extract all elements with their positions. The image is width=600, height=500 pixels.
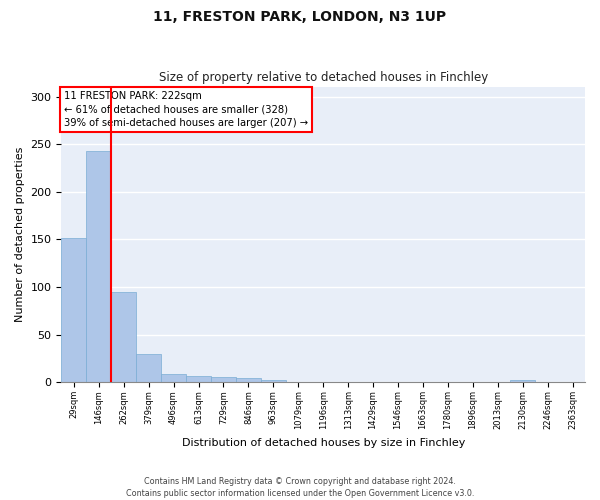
Bar [510, 380, 535, 382]
Bar [261, 380, 286, 382]
Text: 11 FRESTON PARK: 222sqm
← 61% of detached houses are smaller (328)
39% of semi-d: 11 FRESTON PARK: 222sqm ← 61% of detache… [64, 92, 308, 128]
Bar [186, 376, 211, 382]
Title: Size of property relative to detached houses in Finchley: Size of property relative to detached ho… [158, 72, 488, 85]
Bar [161, 374, 186, 382]
Bar [111, 292, 136, 382]
Bar [211, 376, 236, 382]
Text: Contains HM Land Registry data © Crown copyright and database right 2024.
Contai: Contains HM Land Registry data © Crown c… [126, 476, 474, 498]
Y-axis label: Number of detached properties: Number of detached properties [15, 147, 25, 322]
Bar [86, 151, 111, 382]
X-axis label: Distribution of detached houses by size in Finchley: Distribution of detached houses by size … [182, 438, 465, 448]
Bar [136, 354, 161, 382]
Text: 11, FRESTON PARK, LONDON, N3 1UP: 11, FRESTON PARK, LONDON, N3 1UP [154, 10, 446, 24]
Bar [61, 238, 86, 382]
Bar [236, 378, 261, 382]
